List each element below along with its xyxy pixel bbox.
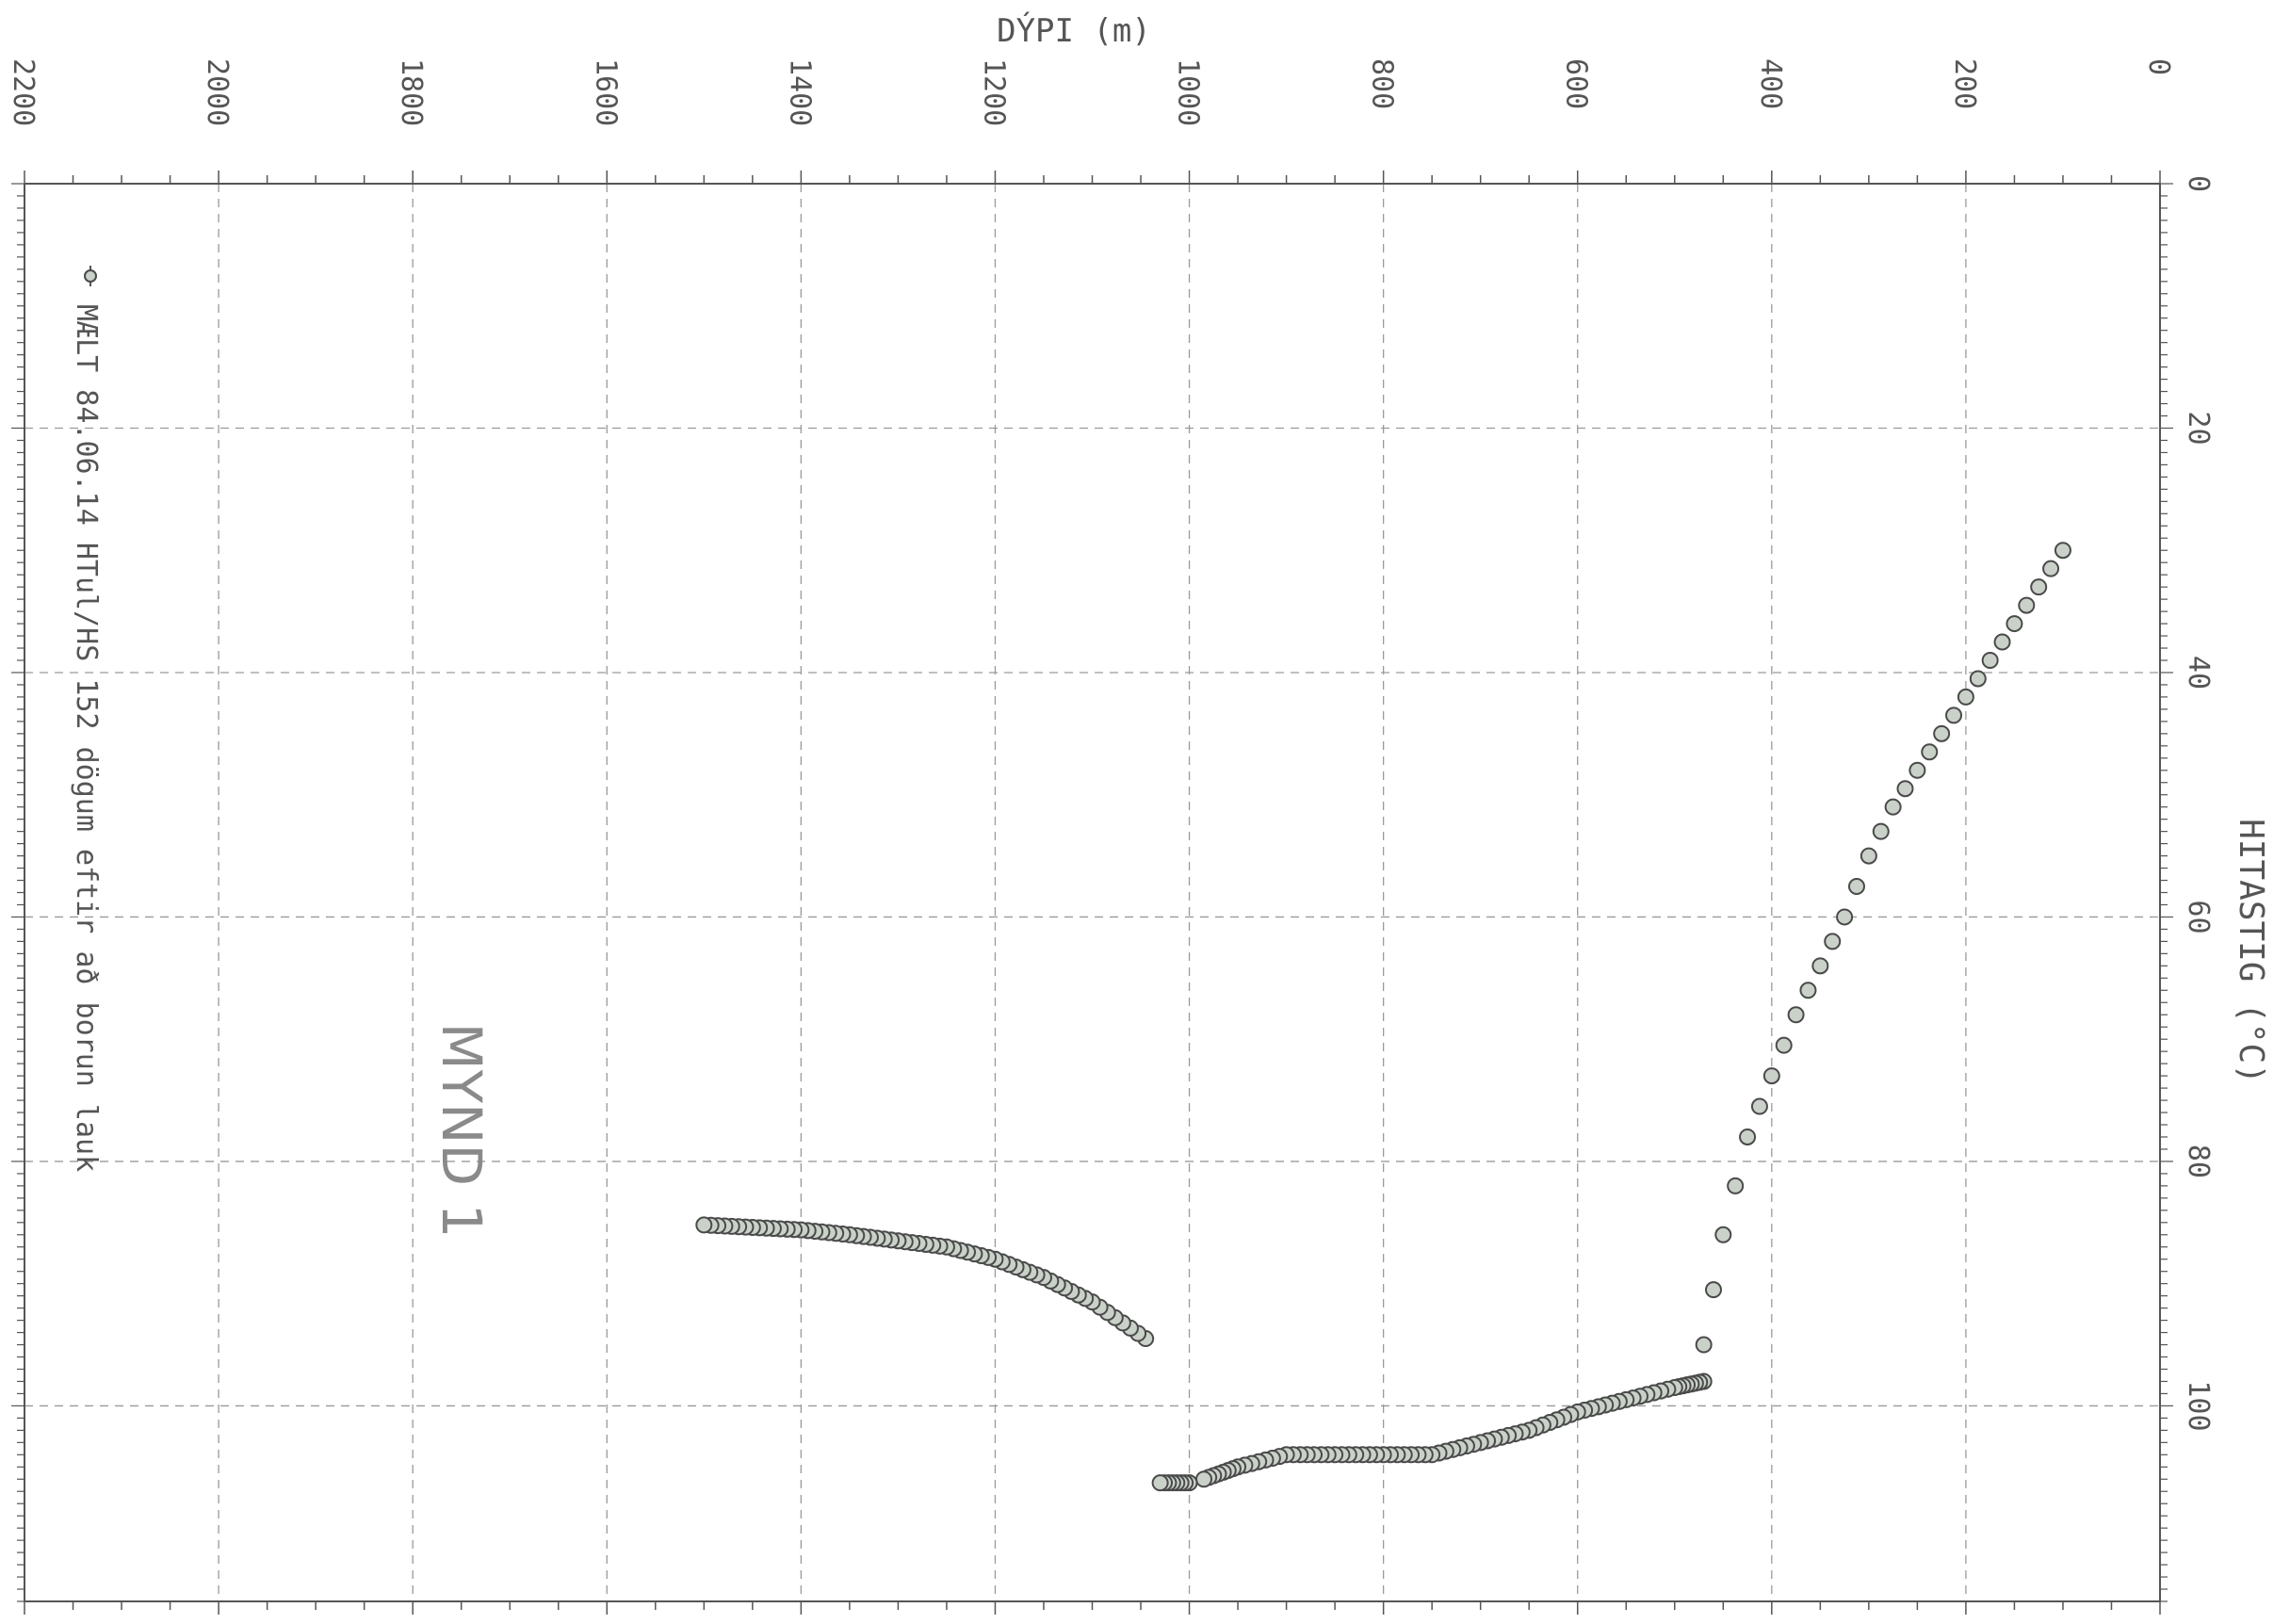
tick-labels: 0200400600800100012001400160018002000220…: [7, 58, 2215, 1432]
data-point: [2018, 596, 2036, 614]
grid: [24, 183, 2161, 1601]
x-tick-label-400: 400: [1754, 58, 1787, 109]
y-tick-label-80: 80: [2182, 1145, 2215, 1178]
axes: [11, 171, 2173, 1615]
data-point: [1704, 1281, 1722, 1299]
data-point: [1727, 1177, 1745, 1194]
legend-marker: [84, 269, 97, 283]
data-point: [1981, 651, 1999, 669]
data-point: [1993, 633, 2011, 651]
data-point: [1151, 1474, 1169, 1492]
data-point: [1896, 780, 1914, 798]
data-points: [695, 542, 2071, 1492]
legend-label: MÆLT 84.06.14 HTul/HS 152 dögum eftir að…: [70, 304, 103, 1172]
x-tick-label-1000: 1000: [1172, 58, 1205, 126]
data-point: [695, 1216, 713, 1234]
data-point: [1872, 822, 1890, 840]
data-point: [2054, 542, 2071, 560]
x-tick-label-1200: 1200: [977, 58, 1010, 126]
data-point: [1933, 724, 1951, 742]
data-point: [1860, 847, 1877, 865]
data-point: [1762, 1067, 1780, 1085]
data-point: [1847, 878, 1865, 896]
data-point: [1775, 1036, 1793, 1054]
x-tick-label-0: 0: [2142, 58, 2175, 75]
y-tick-label-100: 100: [2182, 1380, 2215, 1431]
data-point: [1695, 1336, 1713, 1354]
x-tick-label-200: 200: [1948, 58, 1981, 109]
data-point: [1739, 1128, 1757, 1145]
data-point: [1908, 761, 1926, 779]
x-tick-label-600: 600: [1560, 58, 1593, 109]
x-tick-label-800: 800: [1366, 58, 1399, 109]
data-point: [1945, 706, 1963, 724]
y-axis-title: HITASTIG (°C): [2232, 819, 2270, 1084]
data-point: [1824, 933, 1842, 950]
data-point: [1957, 688, 1974, 706]
y-tick-label-0: 0: [2182, 175, 2215, 192]
data-point: [1921, 743, 1939, 761]
y-tick-label-60: 60: [2182, 900, 2215, 934]
data-point: [1884, 798, 1902, 816]
x-tick-label-2200: 2200: [7, 58, 40, 126]
data-point: [1787, 1006, 1805, 1024]
x-tick-label-1800: 1800: [395, 58, 428, 126]
y-tick-label-20: 20: [2182, 411, 2215, 445]
data-point: [1714, 1226, 1732, 1243]
x-axis-title: DÝPI (m): [997, 11, 1151, 50]
data-point: [1969, 670, 1987, 688]
data-point: [1836, 908, 1854, 926]
figure-annotation: MYND 1: [430, 1023, 494, 1239]
data-point: [2030, 578, 2048, 596]
data-point: [1799, 982, 1817, 999]
data-point: [1750, 1097, 1768, 1115]
legend: MÆLT 84.06.14 HTul/HS 152 dögum eftir að…: [70, 266, 103, 1172]
data-point: [1195, 1470, 1213, 1488]
data-point: [1811, 957, 1829, 975]
x-tick-label-1600: 1600: [589, 58, 622, 126]
data-point: [2042, 560, 2060, 577]
x-tick-label-1400: 1400: [783, 58, 816, 126]
data-point: [2006, 615, 2023, 633]
y-tick-label-40: 40: [2182, 656, 2215, 690]
x-tick-label-2000: 2000: [201, 58, 234, 126]
